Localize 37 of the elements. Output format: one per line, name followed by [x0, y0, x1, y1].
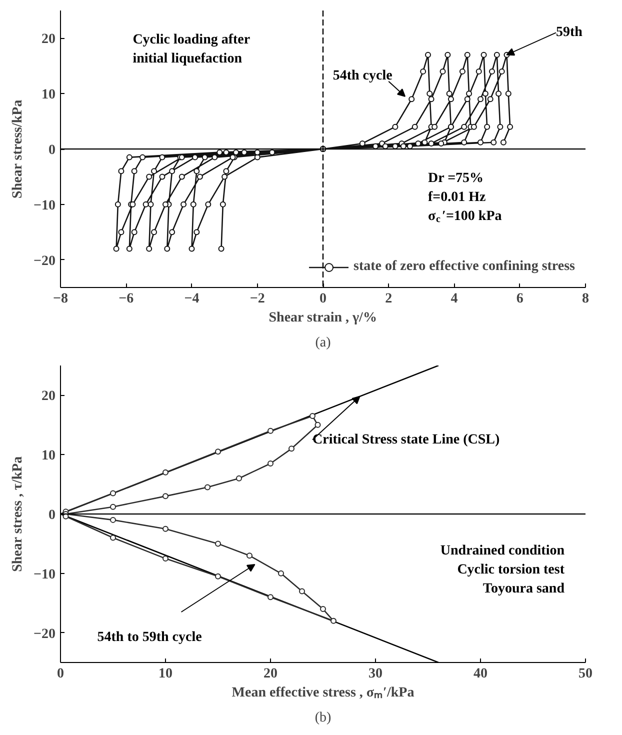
- legend-label: state of zero effective confining stress: [354, 259, 575, 275]
- y-tick-label: 10: [42, 448, 56, 464]
- x-tick-label: −6: [118, 292, 134, 306]
- y-tick-label: 10: [42, 88, 56, 103]
- x-tick-label: 0: [320, 292, 326, 306]
- x-tick-label: −2: [250, 292, 265, 306]
- x-tick-label: 6: [516, 292, 524, 306]
- annotation: 59th: [556, 25, 583, 40]
- x-axis-title: Shear strain , γ/%: [268, 310, 377, 326]
- y-tick-label: 20: [42, 32, 56, 48]
- y-tick-label: 0: [48, 508, 56, 523]
- y-tick-label: −10: [34, 567, 56, 582]
- x-tick-label: 4: [450, 292, 458, 306]
- y-tick-label: 20: [42, 389, 56, 404]
- x-axis-title: Mean effective stress , σₘ′/kPa: [232, 686, 414, 700]
- x-tick-label: 50: [578, 666, 592, 682]
- y-axis-title: Shear stress , τ/kPa: [10, 456, 26, 572]
- x-tick-label: 10: [158, 666, 172, 682]
- annotation: 54th to 59th cycle: [97, 630, 202, 645]
- annotation: Critical Stress state Line (CSL): [312, 432, 500, 448]
- x-tick-label: −4: [184, 292, 200, 306]
- x-tick-label: 8: [582, 292, 589, 306]
- y-tick-label: −20: [34, 254, 56, 269]
- text: (a): [315, 336, 332, 350]
- annotation: 54th cycle: [332, 68, 392, 84]
- annotation: Cyclic loading after initial liquefaction: [132, 32, 250, 67]
- annotation: Undrained condition Cyclic torsion test Toyoura sand: [440, 544, 565, 597]
- x-tick-label: 40: [474, 666, 488, 682]
- y-axis-title: Shear stress/kPa: [10, 100, 26, 198]
- y-tick-label: −20: [34, 626, 56, 642]
- text: (b): [314, 710, 332, 726]
- x-tick-label: 30: [368, 666, 382, 682]
- y-tick-label: 0: [48, 143, 56, 158]
- y-tick-label: −10: [34, 198, 56, 214]
- x-tick-label: 2: [385, 292, 392, 306]
- x-tick-label: −8: [53, 292, 68, 306]
- x-tick-label: 20: [264, 666, 278, 682]
